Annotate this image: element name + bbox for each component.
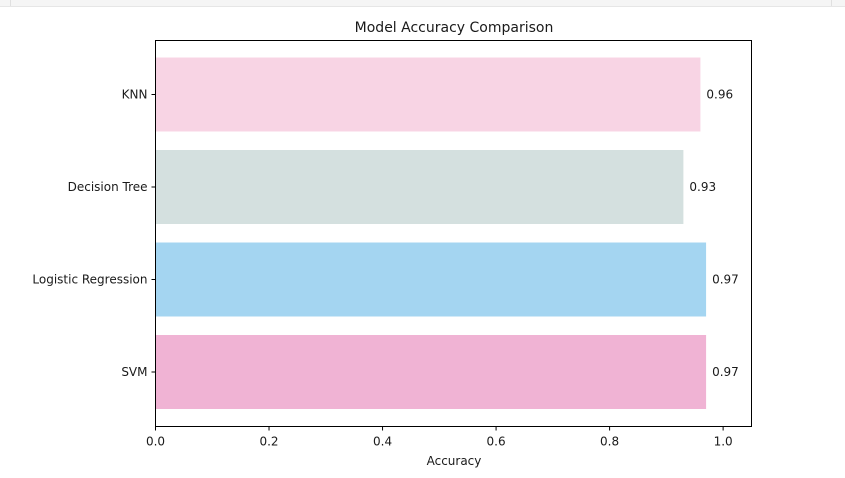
plot-frame [155, 40, 752, 427]
x-tick-label: 0.6 [487, 435, 506, 449]
x-tick-label: 0.2 [259, 435, 278, 449]
bar-knn [155, 57, 701, 132]
bar-logistic-regression [155, 242, 707, 317]
y-tick-label-decision-tree: Decision Tree [68, 180, 148, 194]
bar-svm [155, 335, 707, 409]
x-tick-label: 0.8 [600, 435, 619, 449]
notebook-cell-border [10, 0, 832, 6]
x-ticks: 0.0 0.2 0.4 0.6 0.8 1.0 [146, 426, 733, 449]
x-tick-label: 0.0 [146, 435, 165, 449]
bars-group [155, 57, 707, 409]
value-label-logistic-regression: 0.97 [712, 273, 739, 287]
x-tick-label: 0.4 [373, 435, 392, 449]
chart-title: Model Accuracy Comparison [355, 20, 554, 36]
y-tick-label-knn: KNN [122, 88, 148, 102]
value-label-svm: 0.97 [712, 365, 739, 379]
y-tick-labels: SVM Logistic Regression Decision Tree KNN [32, 88, 156, 379]
notebook-cell-strip [0, 0, 845, 7]
y-tick-label-logistic-regression: Logistic Regression [32, 273, 147, 287]
value-label-decision-tree: 0.93 [689, 180, 716, 194]
value-labels: 0.97 0.97 0.93 0.96 [689, 88, 738, 380]
value-label-knn: 0.96 [706, 88, 733, 102]
x-tick-label: 1.0 [714, 435, 733, 449]
bar-decision-tree [155, 150, 684, 224]
y-tick-label-svm: SVM [121, 365, 147, 379]
x-axis-label: Accuracy [427, 454, 482, 468]
